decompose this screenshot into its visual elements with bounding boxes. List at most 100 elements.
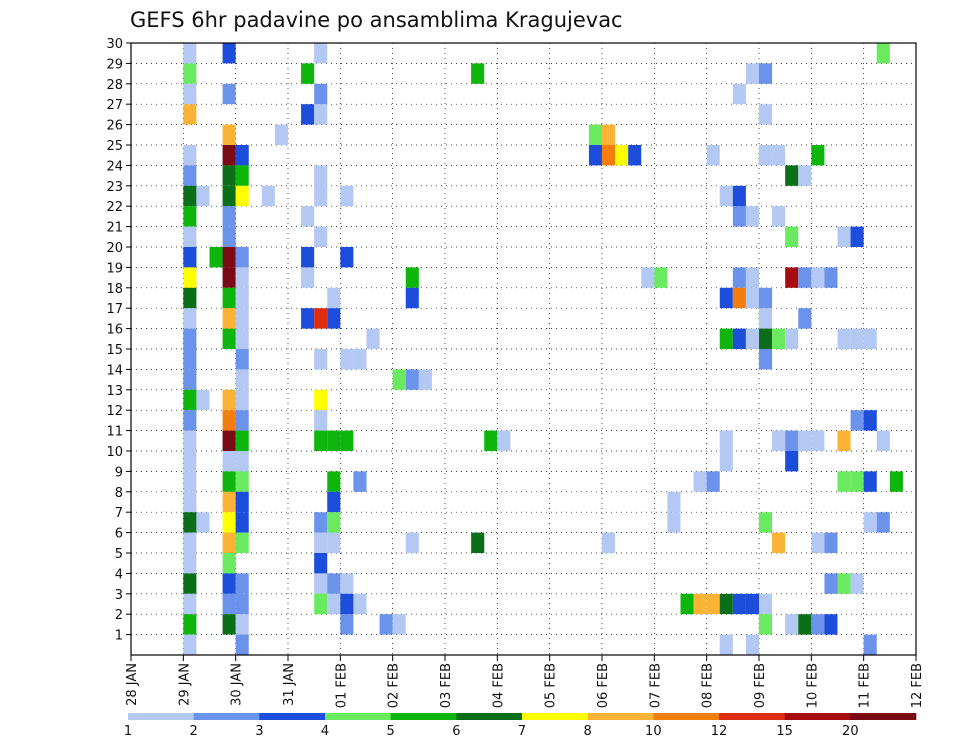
heatmap-cell [353, 593, 367, 615]
heatmap-cell [222, 553, 236, 574]
legend-swatch [456, 713, 523, 720]
heatmap-cell [745, 206, 759, 227]
heatmap-cell [183, 389, 197, 411]
heatmap-cell [301, 267, 315, 288]
heatmap-cell [222, 389, 236, 411]
heatmap-cell [785, 451, 799, 472]
heatmap-cell [876, 512, 890, 533]
heatmap-cell [222, 491, 236, 513]
heatmap-cell [798, 308, 812, 329]
heatmap-cell [811, 267, 825, 288]
y-tick-label: 27 [106, 98, 123, 113]
heatmap-cell [235, 593, 249, 615]
heatmap-cell [183, 287, 197, 309]
legend-swatch [587, 713, 654, 720]
heatmap-cell [314, 165, 328, 186]
heatmap-cell [837, 226, 851, 247]
heatmap-cell [222, 287, 236, 309]
legend-swatch [193, 713, 260, 720]
y-tick-label: 24 [106, 159, 123, 174]
heatmap-cell [837, 471, 851, 492]
heatmap-cell [405, 267, 419, 288]
heatmap-cell [772, 328, 786, 349]
heatmap-cell [772, 532, 786, 553]
heatmap-cell [824, 573, 838, 594]
y-tick-label: 20 [106, 241, 123, 256]
heatmap-cells [183, 43, 903, 655]
heatmap-cell [183, 308, 197, 329]
heatmap-cell [235, 410, 249, 431]
chart-title: GEFS 6hr padavine po ansamblima Kragujev… [130, 8, 623, 32]
heatmap-cell [235, 471, 249, 492]
heatmap-cell [340, 247, 354, 268]
heatmap-cell [405, 287, 419, 309]
y-tick-label: 13 [106, 384, 123, 399]
heatmap-cell [222, 226, 236, 247]
y-tick-label: 3 [115, 588, 123, 603]
heatmap-cell [340, 430, 354, 451]
legend-swatch [259, 713, 326, 720]
heatmap-cell [759, 593, 773, 615]
y-tick-label: 10 [106, 445, 123, 460]
heatmap-cell [327, 593, 341, 615]
heatmap-cell [183, 532, 197, 553]
heatmap-cell [772, 430, 786, 451]
y-tick-label: 1 [115, 629, 123, 644]
heatmap-cell [340, 593, 354, 615]
heatmap-cell [222, 614, 236, 635]
heatmap-cell [183, 512, 197, 533]
heatmap-cell [183, 573, 197, 594]
heatmap-cell [588, 124, 602, 145]
heatmap-cell [732, 593, 746, 615]
heatmap-cell [732, 287, 746, 309]
heatmap-cell [301, 104, 315, 125]
y-tick-label: 9 [115, 465, 123, 480]
y-tick-label: 18 [106, 282, 123, 297]
y-tick-label: 29 [106, 57, 123, 72]
heatmap-cell [183, 104, 197, 125]
legend-label: 10 [645, 724, 662, 739]
heatmap-cell [183, 63, 197, 84]
x-tick-label: 02 FEB [387, 663, 402, 708]
heatmap-cell [235, 430, 249, 451]
heatmap-cell [837, 430, 851, 451]
heatmap-cell [641, 267, 655, 288]
heatmap-cell [654, 267, 668, 288]
heatmap-cell [235, 532, 249, 553]
heatmap-cell [405, 369, 419, 390]
heatmap-cell [222, 145, 236, 166]
heatmap-cell [785, 614, 799, 635]
heatmap-cell [183, 185, 197, 207]
heatmap-cell [719, 287, 733, 309]
legend-swatch [784, 713, 851, 720]
x-tick-label: 05 FEB [544, 663, 559, 708]
legend-label: 7 [518, 724, 526, 739]
heatmap-cell [196, 512, 210, 533]
heatmap-cell [353, 471, 367, 492]
heatmap-cell [850, 328, 864, 349]
legend-swatch [522, 713, 588, 720]
heatmap-cell [615, 145, 629, 166]
heatmap-cell [301, 63, 315, 84]
heatmap-cell [340, 614, 354, 635]
heatmap-cell [745, 267, 759, 288]
heatmap-cell [602, 145, 616, 166]
heatmap-cell [798, 614, 812, 635]
heatmap-cell [314, 389, 328, 411]
legend-swatch [390, 713, 457, 720]
heatmap-cell [850, 410, 864, 431]
heatmap-cell [418, 369, 432, 390]
heatmap-cell [222, 247, 236, 268]
y-tick-label: 8 [115, 486, 123, 501]
legend-label: 4 [321, 724, 329, 739]
heatmap-cell [392, 369, 406, 390]
heatmap-cell [327, 287, 341, 309]
heatmap-cell [327, 573, 341, 594]
heatmap-cell [314, 83, 328, 105]
heatmap-cell [222, 124, 236, 145]
heatmap-cell [235, 369, 249, 390]
heatmap-cell [759, 104, 773, 125]
heatmap-cell [183, 267, 197, 288]
x-tick-label: 08 FEB [701, 663, 716, 708]
